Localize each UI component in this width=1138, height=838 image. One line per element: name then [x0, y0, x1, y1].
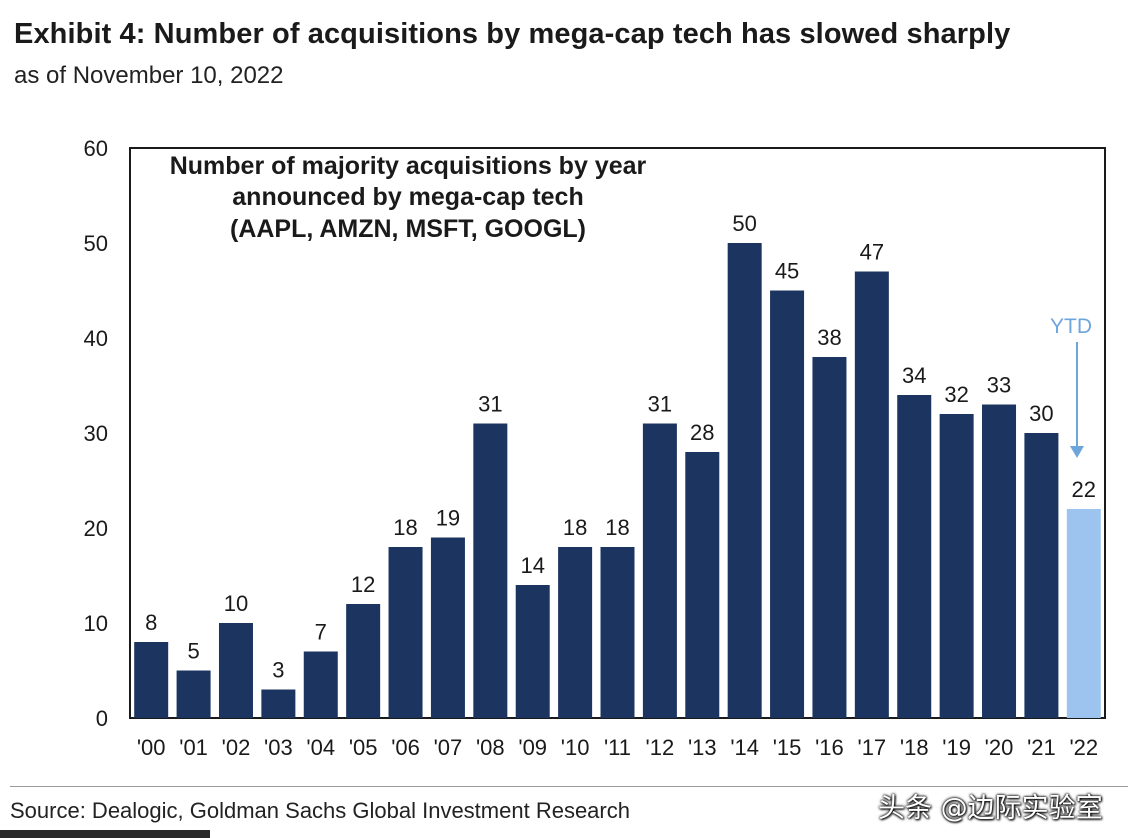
- bar: [430, 537, 465, 718]
- bar: [473, 423, 508, 718]
- x-tick-label: '22: [1069, 735, 1098, 760]
- bar: [685, 452, 720, 718]
- x-tick-label: '15: [773, 735, 802, 760]
- bar: [388, 547, 423, 718]
- bars: [134, 243, 1101, 718]
- bar: [854, 271, 889, 718]
- bar-value-label: 7: [315, 620, 327, 645]
- bar-value-label: 19: [436, 506, 460, 531]
- y-tick-label: 20: [84, 516, 108, 541]
- y-axis: 0 10 20 30 40 50 60: [84, 136, 108, 731]
- bar-value-label: 14: [520, 553, 544, 578]
- x-tick-label: '19: [942, 735, 971, 760]
- x-tick-label: '07: [434, 735, 463, 760]
- x-tick-label: '16: [815, 735, 844, 760]
- chart-title: Exhibit 4: Number of acquisitions by meg…: [14, 18, 1011, 50]
- ytd-arrow-head: [1070, 446, 1084, 458]
- x-tick-label: '13: [688, 735, 717, 760]
- bar: [558, 547, 593, 718]
- bar: [727, 243, 762, 718]
- x-tick-label: '02: [222, 735, 251, 760]
- x-tick-label: '18: [900, 735, 929, 760]
- x-axis: '00 '01 '02 '03 '04 '05 '06 '07 '08 '09 '10 '11 '12 '…: [137, 735, 1098, 760]
- bar-value-label: 47: [860, 240, 884, 265]
- x-tick-label: '20: [985, 735, 1014, 760]
- bar: [134, 642, 169, 718]
- bar-value-label: 34: [902, 363, 926, 388]
- bottom-edge-bar: [0, 830, 210, 838]
- bar-value-label: 30: [1029, 401, 1053, 426]
- x-tick-label: '08: [476, 735, 505, 760]
- bar: [770, 290, 805, 718]
- bar-value-label: 12: [351, 572, 375, 597]
- bar-value-label: 31: [648, 392, 672, 417]
- watermark: 头条 @边际实验室: [878, 793, 1103, 824]
- x-tick-label: '03: [264, 735, 293, 760]
- y-tick-label: 40: [84, 326, 108, 351]
- x-tick-label: '06: [391, 735, 420, 760]
- x-tick-label: '21: [1027, 735, 1056, 760]
- bar-value-label: 3: [272, 658, 284, 683]
- ytd-annotation: YTD: [1050, 315, 1092, 458]
- bar-value-label: 32: [944, 382, 968, 407]
- y-tick-label: 50: [84, 231, 108, 256]
- bar: [1024, 433, 1059, 718]
- y-tick-label: 0: [96, 706, 108, 731]
- bar: [346, 604, 381, 718]
- x-tick-label: '14: [730, 735, 759, 760]
- bar-value-label: 22: [1072, 477, 1096, 502]
- bar: [642, 423, 677, 718]
- x-tick-label: '01: [179, 735, 208, 760]
- inner-title-line-1: Number of majority acquisitions by year: [170, 152, 647, 180]
- bar-value-label: 18: [563, 515, 587, 540]
- x-tick-label: '09: [518, 735, 547, 760]
- bar-value-label: 31: [478, 392, 502, 417]
- ytd-label: YTD: [1050, 315, 1092, 338]
- bar-value-label: 8: [145, 610, 157, 635]
- bar: [600, 547, 635, 718]
- x-tick-label: '17: [858, 735, 887, 760]
- x-tick-label: '10: [561, 735, 590, 760]
- bar-value-label: 5: [187, 639, 199, 664]
- bar-value-label: 28: [690, 420, 714, 445]
- bar: [982, 404, 1017, 718]
- bar: [218, 623, 253, 718]
- bar: [812, 357, 847, 718]
- bar: [176, 670, 211, 718]
- data-labels: 8 5 10 3 7 12 18 19 31 14 18 18 31 28 50 45 38 47 34 32 33 30…: [145, 211, 1096, 683]
- y-tick-label: 60: [84, 136, 108, 161]
- inner-title-line-3: (AAPL, AMZN, MSFT, GOOGL): [230, 215, 586, 243]
- bar: [1066, 509, 1101, 718]
- bar: [261, 689, 296, 718]
- bar: [515, 585, 550, 718]
- inner-title-line-2: announced by mega-cap tech: [232, 183, 583, 211]
- x-tick-label: '00: [137, 735, 166, 760]
- bar: [939, 414, 974, 718]
- x-tick-label: '12: [646, 735, 675, 760]
- footer-divider: [10, 786, 1128, 787]
- y-tick-label: 30: [84, 421, 108, 446]
- bar-value-label: 18: [605, 515, 629, 540]
- bar: [303, 651, 338, 718]
- bar-value-label: 50: [732, 211, 756, 236]
- bar-value-label: 10: [224, 591, 248, 616]
- chart-subtitle: as of November 10, 2022: [14, 62, 284, 89]
- x-tick-label: '11: [604, 735, 631, 760]
- bar-value-label: 33: [987, 373, 1011, 398]
- source-note: Source: Dealogic, Goldman Sachs Global I…: [10, 798, 630, 823]
- bar-chart: 0 10 20 30 40 50 60 Number of majority acquisi…: [84, 136, 1106, 760]
- x-tick-label: '05: [349, 735, 378, 760]
- bar-value-label: 38: [817, 325, 841, 350]
- bar: [897, 395, 932, 718]
- bar-value-label: 45: [775, 259, 799, 284]
- bar-value-label: 18: [393, 515, 417, 540]
- x-tick-label: '04: [306, 735, 335, 760]
- y-tick-label: 10: [84, 611, 108, 636]
